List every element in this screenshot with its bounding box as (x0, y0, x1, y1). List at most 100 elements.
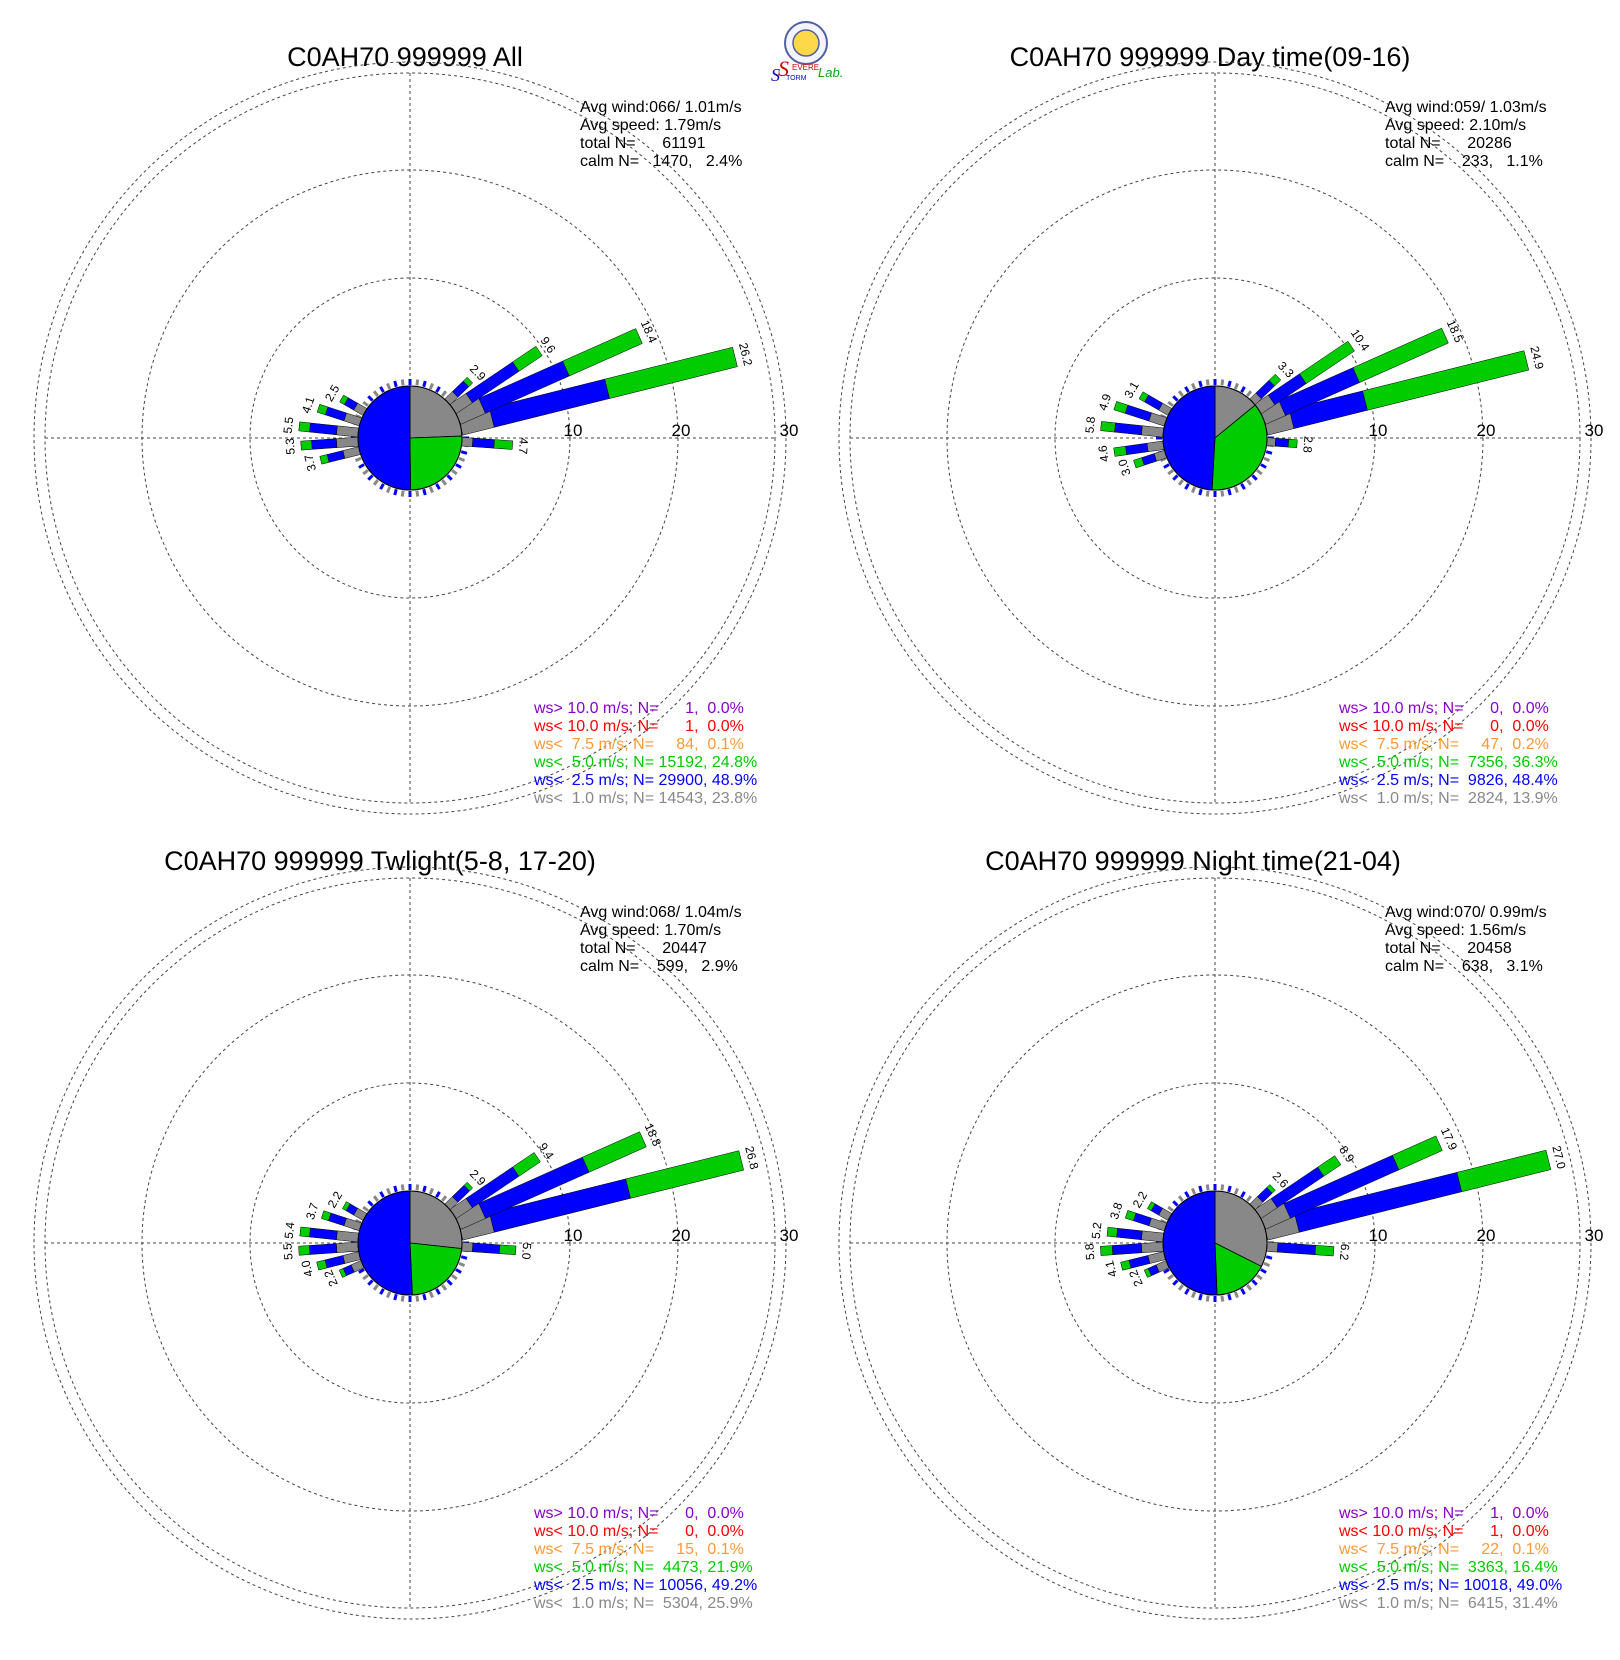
petal-segment (1113, 401, 1129, 414)
minor-petal (1227, 1293, 1232, 1301)
minor-petal (1167, 400, 1174, 407)
petal-segment (328, 1212, 347, 1227)
legend-entry: ws< 7.5 m/s; N= 15, 0.1% (533, 1541, 744, 1558)
petal-segment (1114, 422, 1143, 436)
petal-segment (335, 1241, 359, 1253)
petal-segment (1133, 457, 1145, 469)
stats-line2: Avg speed: 2.10m/s (1385, 117, 1526, 134)
petal-label: 4.9 (1096, 392, 1115, 413)
stats-line1: Avg wind:068/ 1.04m/s (580, 904, 742, 921)
minor-petal (1191, 382, 1197, 390)
minor-petal (393, 488, 398, 496)
minor-petal (1191, 1291, 1197, 1299)
minor-petal (1246, 390, 1253, 397)
minor-petal (1246, 1284, 1253, 1291)
minor-petal (1184, 1191, 1190, 1198)
petal-label: 27.0 (1549, 1144, 1568, 1170)
petal-label: 4.0 (298, 1259, 316, 1279)
legend-entry: ws> 10.0 m/s; N= 0, 0.0% (533, 1505, 744, 1522)
minor-petal (441, 479, 448, 486)
petal-segment (1268, 373, 1282, 387)
minor-petal (367, 1200, 374, 1207)
petal-segment (1141, 425, 1165, 438)
minor-petal (367, 1279, 374, 1286)
petal-segment (309, 1227, 338, 1241)
minor-petal (400, 490, 405, 497)
petal-label: 4.1 (1102, 1259, 1120, 1279)
radial-tick-label: 10 (564, 421, 583, 440)
minor-petal (379, 1288, 385, 1295)
logo-small-text-1: EVERE (792, 63, 819, 72)
minor-petal (1205, 1184, 1210, 1191)
petal-segment (320, 1210, 332, 1222)
minor-petal (1227, 380, 1232, 388)
minor-petal (460, 450, 468, 455)
minor-petal (358, 1268, 365, 1274)
minor-petal (458, 1261, 466, 1267)
pie-outline (1162, 1190, 1268, 1296)
radial-tick-label: 20 (1477, 421, 1496, 440)
petal-segment (1148, 412, 1168, 427)
minor-petal (435, 386, 441, 393)
legend-entry: ws> 10.0 m/s; N= 1, 0.0% (533, 700, 744, 717)
petal-segment (1111, 1243, 1143, 1256)
minor-petal (1260, 1268, 1267, 1274)
minor-petal (1205, 379, 1210, 386)
minor-petal (1172, 474, 1179, 481)
petal-segment (1148, 1217, 1168, 1232)
petal-segment (604, 346, 738, 399)
chart-title: C0AH70 999999 Twlight(5-8, 17-20) (164, 846, 596, 876)
petal-segment (1116, 1228, 1143, 1241)
minor-petal (451, 1274, 458, 1281)
petal-segment (1266, 437, 1277, 447)
minor-petal (1191, 486, 1197, 494)
minor-petal (1260, 463, 1267, 469)
petal-segment (1106, 1226, 1118, 1238)
minor-petal (422, 1185, 427, 1193)
minor-petal (1177, 1284, 1184, 1291)
stats-line2: Avg speed: 1.70m/s (580, 922, 721, 939)
minor-petal (372, 1195, 379, 1202)
petal-label: 5.8 (1082, 1243, 1097, 1261)
petal-segment (324, 1255, 346, 1269)
minor-petal (393, 380, 398, 388)
minor-petal (1220, 1184, 1225, 1191)
legend-entry: ws< 10.0 m/s; N= 1, 0.0% (1338, 1523, 1549, 1540)
minor-petal (1227, 488, 1232, 496)
legend-entry: ws< 2.5 m/s; N= 9826, 48.4% (1338, 772, 1558, 789)
petal-label: 9.4 (536, 1140, 557, 1162)
petal-segment (1147, 1201, 1156, 1212)
petal-label: 24.9 (1527, 345, 1546, 371)
stats-line2: Avg speed: 1.56m/s (1385, 922, 1526, 939)
logo-letter-s1: S (778, 56, 789, 81)
radial-tick-label: 20 (1477, 1226, 1496, 1245)
logo-seal-inner (792, 29, 820, 57)
petal-segment (463, 1181, 474, 1192)
pie-slice (409, 435, 463, 491)
petal-label: 5.0 (519, 1242, 534, 1260)
wind-rose-panel-twilight: C0AH70 999999 Twlight(5-8, 17-20) 10 20 30 2… (33, 846, 798, 1620)
petal-segment (1299, 340, 1355, 384)
minor-petal (1198, 1185, 1203, 1193)
minor-petal (415, 490, 420, 497)
stats-line4: calm N= 233, 1.1% (1385, 153, 1543, 170)
legend-entry: ws< 7.5 m/s; N= 22, 0.1% (1338, 1541, 1549, 1558)
petal-label: 3.7 (303, 1201, 322, 1222)
petal-label: 3.8 (1107, 1200, 1126, 1221)
minor-petal (1184, 1288, 1190, 1295)
minor-petal (358, 463, 365, 469)
petal-segment (625, 1150, 745, 1199)
petal-segment (1266, 1241, 1279, 1253)
legend-entry: ws< 1.0 m/s; N= 14543, 23.8% (533, 790, 757, 807)
minor-petal (428, 486, 434, 494)
minor-petal (435, 1288, 441, 1295)
logo-small-text-2: TORM (786, 75, 807, 82)
minor-petal (428, 382, 434, 390)
minor-petal (1240, 386, 1246, 393)
minor-petal (458, 456, 466, 462)
minor-petal (1198, 380, 1203, 388)
minor-petal (379, 483, 385, 490)
logo-lab-text: Lab. (818, 65, 843, 80)
pie-slice (357, 385, 411, 491)
legend-entry: ws< 1.0 m/s; N= 6415, 31.4% (1338, 1595, 1558, 1612)
